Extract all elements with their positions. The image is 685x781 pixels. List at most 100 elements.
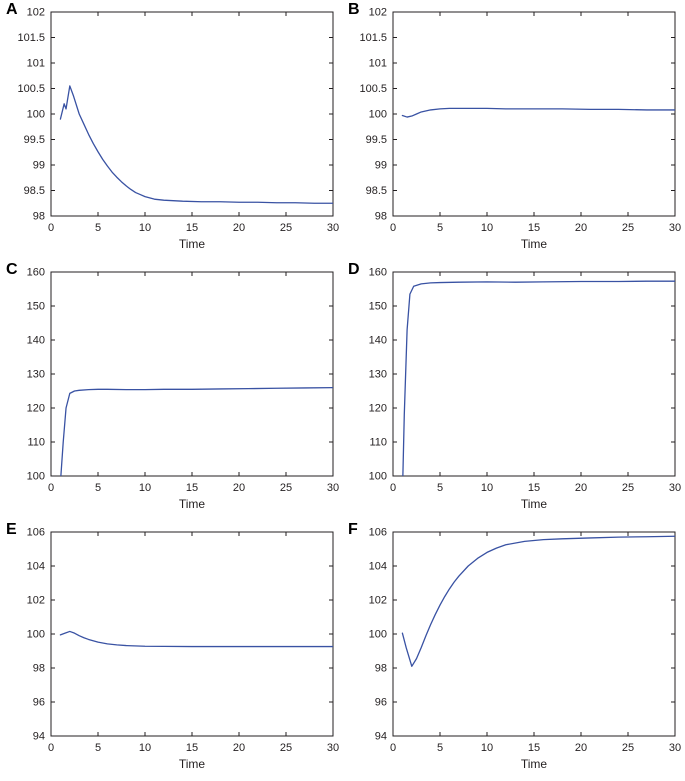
svg-text:Time: Time	[521, 237, 548, 251]
svg-text:5: 5	[437, 482, 443, 494]
svg-text:Time: Time	[179, 497, 206, 511]
svg-text:99.5: 99.5	[24, 134, 45, 146]
svg-text:99.5: 99.5	[366, 134, 387, 146]
svg-text:94: 94	[375, 731, 387, 743]
line-chart-b: 0 5 10 15 20 25 30 98 98.5 99 99.5 100 100.5 101 101.5…	[359, 7, 681, 252]
svg-text:25: 25	[280, 222, 292, 234]
svg-text:101.5: 101.5	[17, 32, 45, 44]
svg-text:140: 140	[27, 335, 45, 347]
svg-text:101: 101	[27, 58, 45, 70]
svg-text:98: 98	[33, 663, 45, 675]
svg-text:100: 100	[369, 109, 387, 121]
svg-text:100.5: 100.5	[17, 83, 45, 95]
svg-text:140: 140	[369, 335, 387, 347]
svg-text:0: 0	[390, 482, 396, 494]
svg-text:20: 20	[575, 742, 587, 754]
line-chart-f: 0 5 10 15 20 25 30 94 96 98 100 102 104 106 Time	[369, 527, 681, 772]
svg-text:160: 160	[369, 267, 387, 279]
svg-text:20: 20	[575, 222, 587, 234]
svg-text:Time: Time	[179, 757, 206, 771]
svg-text:25: 25	[622, 742, 634, 754]
svg-text:101: 101	[369, 58, 387, 70]
svg-text:10: 10	[139, 222, 151, 234]
svg-text:130: 130	[369, 369, 387, 381]
line-chart-c: 0 5 10 15 20 25 30 100 110 120 130 140 150 160 Time	[27, 267, 339, 512]
svg-text:102: 102	[369, 595, 387, 607]
svg-text:15: 15	[528, 222, 540, 234]
panel-label-e: E	[6, 521, 17, 538]
panel-label-a: A	[6, 1, 18, 18]
svg-text:99: 99	[375, 160, 387, 172]
svg-text:150: 150	[369, 301, 387, 313]
svg-text:15: 15	[528, 742, 540, 754]
svg-text:130: 130	[27, 369, 45, 381]
svg-text:5: 5	[437, 222, 443, 234]
svg-text:98: 98	[375, 663, 387, 675]
svg-text:10: 10	[481, 222, 493, 234]
svg-text:5: 5	[95, 482, 101, 494]
svg-text:0: 0	[390, 222, 396, 234]
svg-text:98: 98	[375, 211, 387, 223]
svg-text:Time: Time	[521, 497, 548, 511]
svg-text:30: 30	[327, 742, 339, 754]
svg-text:15: 15	[186, 222, 198, 234]
panel-f: F 0 5 10 15 20 25 30 94 96 98 100 102 104 106 Time	[343, 520, 685, 780]
svg-text:98.5: 98.5	[24, 185, 45, 197]
svg-text:25: 25	[622, 482, 634, 494]
svg-text:101.5: 101.5	[359, 32, 387, 44]
panel-label-c: C	[6, 261, 18, 278]
panel-label-b: B	[348, 1, 360, 18]
svg-text:25: 25	[280, 742, 292, 754]
svg-text:25: 25	[280, 482, 292, 494]
svg-text:30: 30	[327, 222, 339, 234]
svg-text:98: 98	[33, 211, 45, 223]
svg-text:102: 102	[27, 7, 45, 19]
panel-a: A 0 5 10 15 20 25 30 98 98.5 99 99.5 100 100.5 101 101…	[1, 0, 343, 260]
line-chart-d: 0 5 10 15 20 25 30 100 110 120 130 140 150 160 Time	[369, 267, 681, 512]
svg-text:15: 15	[528, 482, 540, 494]
svg-text:100: 100	[27, 109, 45, 121]
svg-text:30: 30	[327, 482, 339, 494]
panel-label-f: F	[348, 521, 358, 538]
svg-text:Time: Time	[521, 757, 548, 771]
svg-text:96: 96	[33, 697, 45, 709]
panel-e: E 0 5 10 15 20 25 30 94 96 98 100 102 104 106 Time	[1, 520, 343, 780]
svg-text:110: 110	[27, 437, 45, 449]
svg-text:100: 100	[369, 629, 387, 641]
svg-text:0: 0	[48, 482, 54, 494]
svg-text:100.5: 100.5	[359, 83, 387, 95]
panel-label-d: D	[348, 261, 360, 278]
svg-text:98.5: 98.5	[366, 185, 387, 197]
line-chart-a: 0 5 10 15 20 25 30 98 98.5 99 99.5 100 100.5 101 101.5…	[17, 7, 339, 252]
svg-text:94: 94	[33, 731, 45, 743]
svg-text:106: 106	[369, 527, 387, 539]
svg-text:30: 30	[669, 742, 681, 754]
svg-text:106: 106	[27, 527, 45, 539]
svg-text:100: 100	[27, 629, 45, 641]
svg-text:150: 150	[27, 301, 45, 313]
svg-text:30: 30	[669, 482, 681, 494]
svg-text:104: 104	[27, 561, 45, 573]
svg-text:25: 25	[622, 222, 634, 234]
svg-text:Time: Time	[179, 237, 206, 251]
panel-b: B 0 5 10 15 20 25 30 98 98.5 99 99.5 100 100.5 101 101…	[343, 0, 685, 260]
svg-text:20: 20	[233, 482, 245, 494]
svg-text:10: 10	[481, 482, 493, 494]
panel-d: D 0 5 10 15 20 25 30 100 110 120 130 140 150 160 Time	[343, 260, 685, 520]
svg-text:0: 0	[48, 222, 54, 234]
svg-text:102: 102	[369, 7, 387, 19]
svg-text:5: 5	[95, 222, 101, 234]
svg-text:5: 5	[95, 742, 101, 754]
svg-text:10: 10	[139, 742, 151, 754]
svg-text:20: 20	[575, 482, 587, 494]
svg-text:120: 120	[27, 403, 45, 415]
svg-text:20: 20	[233, 222, 245, 234]
svg-text:102: 102	[27, 595, 45, 607]
svg-text:30: 30	[669, 222, 681, 234]
svg-text:0: 0	[48, 742, 54, 754]
svg-text:15: 15	[186, 742, 198, 754]
svg-text:100: 100	[369, 471, 387, 483]
svg-text:100: 100	[27, 471, 45, 483]
svg-text:160: 160	[27, 267, 45, 279]
